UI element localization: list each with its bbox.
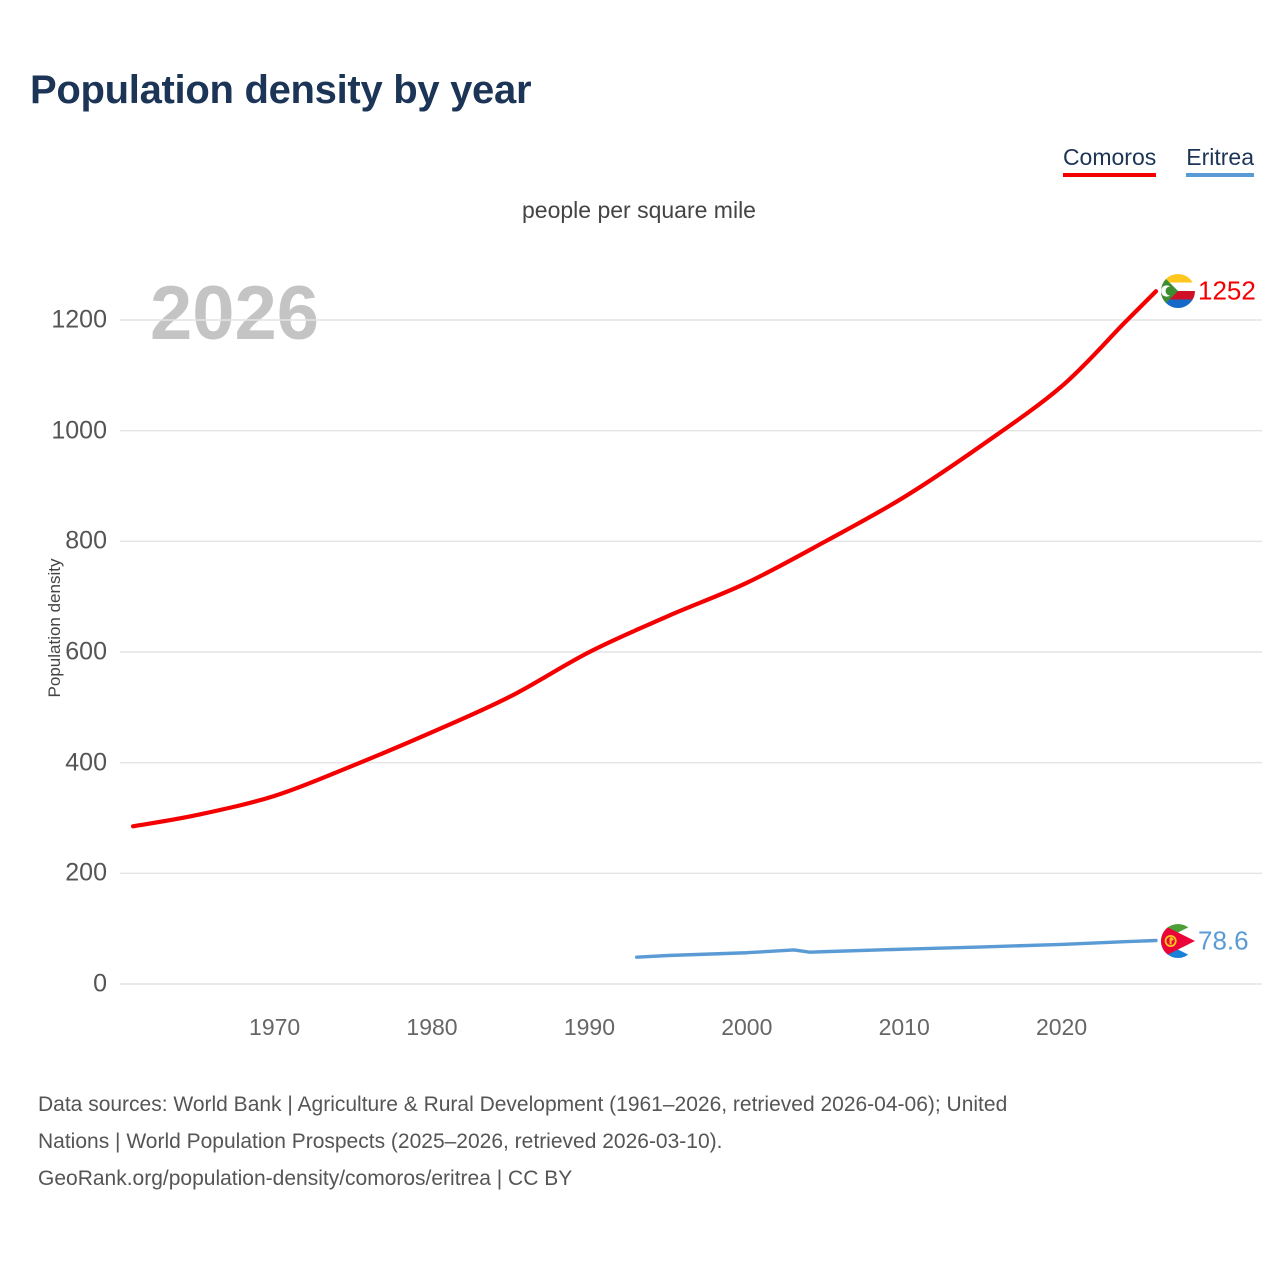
watermark-year: 2026	[150, 271, 320, 356]
footer-line-3[interactable]: GeoRank.org/population-density/comoros/e…	[38, 1167, 573, 1190]
legend-item-comoros[interactable]: Comoros	[1062, 144, 1157, 177]
y-axis-tick-label: 200	[65, 858, 107, 887]
y-axis-tick-label: 400	[65, 748, 107, 777]
y-axis-tick-label: 800	[65, 526, 107, 555]
x-axis-tick-label: 2010	[878, 1014, 930, 1040]
footer-attribution: Data sources: World Bank | Agriculture &…	[38, 1086, 1258, 1197]
chart-subtitle: people per square mile	[0, 197, 1280, 224]
x-axis-tick-label: 1970	[249, 1014, 301, 1040]
legend-label-eritrea: Eritrea	[1186, 144, 1254, 170]
legend-label-comoros: Comoros	[1062, 144, 1157, 170]
x-axis-tick-label: 1990	[563, 1014, 615, 1040]
footer-line-1: Data sources: World Bank | Agriculture &…	[38, 1093, 1008, 1116]
series-line-eritrea[interactable]	[634, 938, 1158, 959]
x-axis-tick-label: 1980	[406, 1014, 458, 1040]
x-axis-tick-label: 2020	[1035, 1014, 1088, 1040]
y-axis-tick-label: 1200	[51, 305, 107, 334]
y-axis-tick-label: 600	[65, 637, 107, 666]
x-axis-tick-label: 2000	[721, 1014, 773, 1040]
footer-line-2: Nations | World Population Prospects (20…	[38, 1130, 723, 1153]
series-lines	[130, 289, 1159, 959]
y-axis-tick-label: 1000	[51, 416, 107, 445]
page-title: Population density by year	[30, 68, 532, 112]
legend-item-eritrea[interactable]: Eritrea	[1186, 144, 1254, 177]
legend-swatch-comoros	[1062, 173, 1157, 177]
comoros-flag-icon	[1161, 274, 1195, 309]
end-value-label-eritrea: 78.6	[1198, 925, 1249, 955]
plot-svg	[120, 289, 1262, 985]
eritrea-flag-icon	[1161, 923, 1195, 958]
series-line-comoros[interactable]	[130, 289, 1159, 829]
legend-swatch-eritrea	[1186, 173, 1254, 177]
gridlines	[120, 319, 1262, 985]
plot-area: 2026 Population density 0 200 400 600 800 100…	[45, 271, 1262, 1040]
chart-subtitle-text: people per square mile	[522, 197, 756, 223]
chart-legend: Comoros Eritrea	[1062, 144, 1254, 177]
y-axis-tick-label: 0	[93, 969, 107, 998]
end-value-label-comoros: 1252	[1198, 275, 1256, 306]
